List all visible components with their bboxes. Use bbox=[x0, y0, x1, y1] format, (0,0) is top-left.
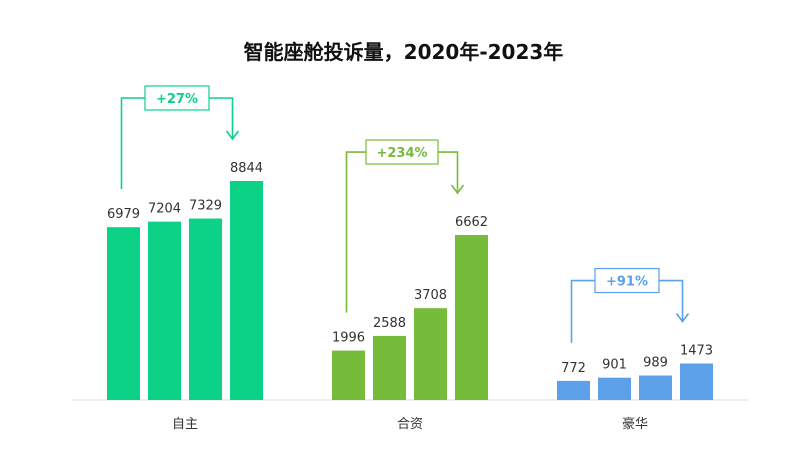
bar bbox=[557, 380, 590, 400]
growth-label: +234% bbox=[376, 146, 427, 161]
bar bbox=[414, 308, 447, 400]
data-label: 772 bbox=[561, 361, 586, 376]
bar bbox=[148, 221, 181, 400]
bar bbox=[598, 377, 631, 400]
data-label: 7204 bbox=[148, 202, 181, 217]
bar bbox=[639, 375, 672, 400]
bar bbox=[373, 335, 406, 400]
growth-label-box bbox=[365, 139, 439, 165]
data-label: 3708 bbox=[414, 288, 447, 303]
data-label: 989 bbox=[643, 356, 668, 371]
bar bbox=[107, 227, 140, 400]
chart-title: 智能座舱投诉量，2020年-2023年 bbox=[243, 40, 564, 64]
data-label: 8844 bbox=[230, 161, 263, 176]
arrow-icon bbox=[450, 184, 465, 195]
data-label: 2588 bbox=[373, 316, 406, 331]
data-label: 1473 bbox=[680, 344, 713, 359]
data-label: 7329 bbox=[189, 199, 222, 214]
category-label: 自主 bbox=[172, 417, 198, 432]
category-label: 豪华 bbox=[622, 416, 648, 432]
bar bbox=[189, 218, 222, 400]
bar bbox=[455, 235, 488, 400]
bar bbox=[332, 350, 365, 400]
data-label: 1996 bbox=[332, 331, 365, 346]
growth-label: +91% bbox=[606, 275, 648, 290]
growth-label: +27% bbox=[156, 92, 198, 107]
growth-bracket bbox=[120, 97, 234, 190]
bar bbox=[680, 363, 713, 400]
growth-label-box bbox=[594, 267, 660, 294]
category-label: 合资 bbox=[397, 417, 423, 432]
arrow-icon bbox=[225, 130, 240, 141]
data-label: 6662 bbox=[455, 215, 488, 230]
arrow-icon bbox=[675, 313, 690, 323]
data-label: 6979 bbox=[107, 207, 140, 222]
growth-label-box bbox=[144, 85, 210, 111]
data-label: 901 bbox=[602, 358, 627, 373]
bar bbox=[230, 181, 263, 400]
